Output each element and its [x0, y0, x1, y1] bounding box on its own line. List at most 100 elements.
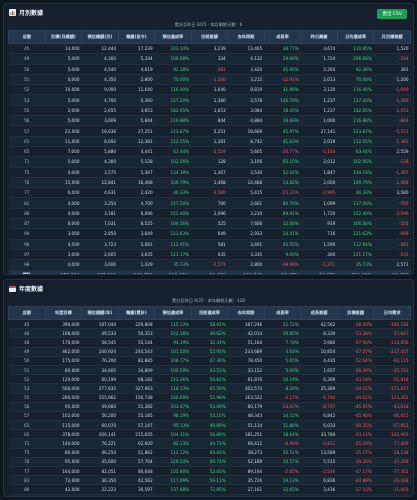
table-cell: 277,635 — [81, 383, 119, 394]
table-cell: -123,262 — [373, 393, 411, 403]
table-cell: 57 — [8, 125, 46, 137]
table-cell: 3,575 — [81, 167, 119, 178]
total-cell: 119.03% — [337, 270, 374, 274]
table-cell: 76 — [8, 457, 46, 468]
data-row: 87 8,000 7,031 8,525 106.56% 525 7,606 12.08% 91… — [8, 218, 411, 230]
table-cell: -58.93% — [337, 319, 374, 330]
table-cell: 27,161 — [227, 484, 265, 495]
table-cell: 46.62% — [191, 328, 228, 339]
table-cell: 14,000 — [45, 43, 82, 55]
table-cell: 12.65% — [264, 484, 301, 495]
table-cell: 33,192 — [227, 494, 265, 496]
data-row: 45 390,000 187,044 229,808 115.13% 58.93% 187,… — [8, 319, 411, 330]
table-cell: 134.18% — [154, 167, 192, 178]
table-cell: 68,182 — [118, 374, 155, 385]
table-cell: 280,000 — [45, 393, 82, 403]
total-cell: 29,021 — [191, 270, 228, 274]
table-cell: 17,239 — [118, 43, 155, 55]
table-cell: 10.57% — [264, 457, 301, 468]
total-cell: 181,521 — [118, 270, 155, 274]
table-cell: 156,738 — [118, 393, 155, 403]
table-cell: 117.09% — [154, 475, 192, 486]
table-cell: 87 — [8, 218, 46, 230]
table-cell: 3,254 — [81, 197, 119, 209]
table-cell: 123.87% — [154, 125, 192, 137]
table-cell: 94.19% — [154, 337, 192, 348]
table-cell: 55.98% — [191, 393, 228, 403]
table-cell: 170,000 — [45, 337, 82, 348]
table-cell: 1,640 — [191, 84, 228, 96]
table-cell: 43.51% — [191, 365, 228, 376]
table-cell: 525 — [191, 218, 228, 230]
table-cell: 31.99% — [264, 84, 301, 96]
table-cell: 126.54% — [154, 457, 192, 468]
table-cell: 112.12% — [154, 448, 192, 458]
table-cell: -48.96% — [264, 259, 301, 271]
table-cell: 50 — [8, 64, 46, 75]
table-cell: 4,441 — [118, 146, 155, 158]
table-cell: -28,138 — [373, 448, 411, 458]
table-cell: 108.77% — [154, 356, 192, 366]
table-cell: 1,237 — [300, 94, 338, 106]
total-cell: 125,200 — [81, 270, 119, 274]
table-cell: -334 — [373, 53, 411, 65]
table-cell: 649 — [191, 228, 228, 240]
table-cell: 59.11% — [191, 475, 228, 486]
table-cell: 4,300 — [81, 53, 119, 65]
table-cell: 112.91% — [154, 239, 192, 250]
table-cell: 77 — [8, 466, 46, 477]
data-row: 46 108,000 49,533 50,353 102.18% 46.62% 42,014… — [8, 328, 411, 339]
table-cell: 4.64% — [264, 347, 301, 357]
table-cell: 15,000 — [45, 177, 82, 189]
table-cell: 100.69% — [154, 393, 192, 403]
table-cell: 56,200 — [81, 411, 119, 422]
table-cell: 6,234 — [300, 494, 338, 496]
table-cell: 53 — [8, 383, 46, 394]
table-cell: 45.97% — [264, 125, 301, 137]
table-cell: 233,689 — [227, 347, 265, 357]
table-cell: -20,574 — [373, 494, 411, 496]
table-cell: -43.11% — [337, 429, 374, 440]
table-cell: 4,000 — [45, 74, 82, 86]
table-cell: -3,580 — [191, 187, 228, 199]
table-cell: 112.55% — [154, 136, 192, 147]
table-cell: 1,724 — [300, 53, 338, 65]
table-cell: 113.26% — [154, 374, 192, 385]
table-cell: 12,444 — [81, 43, 119, 55]
table-cell: 5,000 — [45, 156, 82, 168]
table-cell: 72.85% — [191, 484, 228, 495]
table-cell: -45.90% — [337, 411, 374, 422]
table-cell: 95.13% — [154, 420, 192, 431]
table-cell: 919 — [300, 218, 338, 230]
table-cell: -14.62% — [264, 402, 301, 412]
table-cell: 155,662 — [81, 393, 119, 403]
table-cell: 65.10% — [264, 156, 301, 168]
data-row: 57 102,000 56,200 55,185 98.19% 54.10% 48,343 1… — [8, 411, 411, 422]
table-cell: 116.88% — [337, 115, 374, 127]
table-cell: 378,000 — [45, 429, 82, 440]
table-cell: 56.82% — [191, 374, 228, 385]
table-cell: 116.40% — [154, 84, 192, 96]
table-cell: 5,334 — [118, 53, 155, 65]
table-cell: 56 — [8, 115, 46, 127]
table-cell: 3,649 — [118, 228, 155, 240]
export-button[interactable]: 匯出 CSV — [377, 9, 407, 19]
table-cell: 5,415 — [227, 187, 265, 199]
table-cell: 36,350 — [81, 475, 119, 486]
data-row: 77 6,000 4,631 2,420 40.33% -3,580 5,415 -55.31… — [8, 187, 411, 199]
table-cell: 6,096 — [118, 208, 155, 220]
table-cell: 127.20% — [337, 94, 374, 106]
table-cell: 90 — [8, 228, 46, 240]
table-cell: 7,000 — [45, 146, 82, 158]
total-row: 總計152,500125,200181,521119.03%29,021160,… — [8, 270, 411, 274]
monthly-panel: 月別數據 匯出 CSV 累計至昨日 8/25 · 本月剩餘天數：6 店號 目標(月… — [3, 3, 414, 275]
table-cell: -12.91% — [264, 74, 301, 86]
table-cell: 10,000 — [45, 84, 82, 96]
table-cell: 25,389 — [300, 383, 338, 394]
table-cell: 2,012 — [300, 156, 338, 168]
table-cell: 2,013 — [300, 74, 338, 86]
table-cell: -37,296 — [373, 457, 411, 468]
table-cell: 181,251 — [227, 429, 265, 440]
table-cell: 123.14% — [154, 43, 192, 55]
table-cell: 3,436 — [300, 484, 338, 495]
